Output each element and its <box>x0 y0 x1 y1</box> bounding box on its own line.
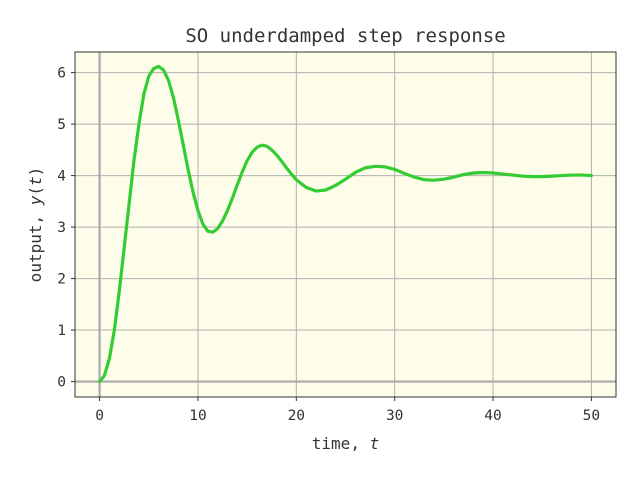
y-tick-label: 1 <box>57 323 66 339</box>
plot-area <box>75 52 616 397</box>
y-tick-label: 5 <box>57 117 66 133</box>
x-tick-label: 20 <box>288 408 305 424</box>
y-tick-label: 2 <box>57 272 66 288</box>
y-tick-label: 4 <box>57 169 66 185</box>
y-axis-label: output, y(t) <box>26 167 45 283</box>
y-tick-label: 6 <box>57 66 66 82</box>
plot-frame <box>74 51 617 398</box>
y-tick-label: 0 <box>57 375 66 391</box>
series-line <box>97 64 594 384</box>
x-tick-label: 10 <box>189 408 206 424</box>
x-tick-label: 30 <box>386 408 403 424</box>
grid <box>75 52 616 397</box>
chart-title: SO underdamped step response <box>185 25 505 47</box>
x-tick-label: 50 <box>583 408 600 424</box>
x-axis-label: time, t <box>312 434 379 453</box>
y-tick-label: 3 <box>57 220 66 236</box>
zero-lines <box>75 52 616 397</box>
x-tick-label: 0 <box>95 408 104 424</box>
ticks: 0 10 20 30 40 50 0 1 2 3 4 5 6 <box>57 66 600 424</box>
series-layer <box>97 64 594 384</box>
x-tick-label: 40 <box>484 408 501 424</box>
